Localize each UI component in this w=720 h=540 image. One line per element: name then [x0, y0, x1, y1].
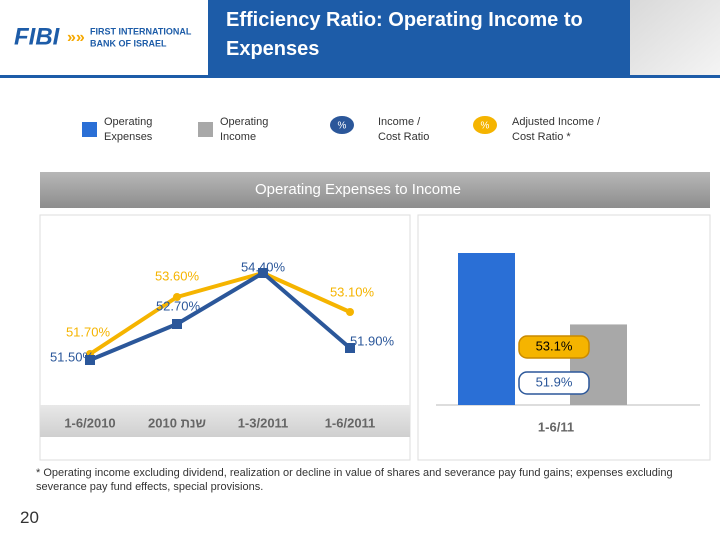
value-label: 51.70% — [66, 324, 111, 339]
marker — [85, 355, 95, 365]
title-box — [208, 0, 630, 75]
value-label: 51.90% — [350, 333, 395, 348]
legend-marker-label: % — [481, 121, 490, 132]
marker — [345, 343, 355, 353]
bar — [458, 253, 515, 405]
header-photo — [630, 0, 720, 75]
legend-swatch — [82, 122, 97, 137]
logo-chevrons: »» — [67, 29, 85, 46]
value-label: 51.50% — [50, 349, 95, 364]
section-title: Operating Expenses to Income — [255, 181, 461, 198]
marker — [172, 319, 182, 329]
legend-label: Income / Cost Ratio — [378, 116, 429, 143]
line — [89, 271, 352, 362]
value-label: 53.60% — [155, 268, 200, 283]
logo-line: BANK OF ISRAEL — [90, 38, 167, 48]
legend-label: Operating Income — [220, 116, 268, 143]
x-tick-label: 1-6/2011 — [325, 415, 376, 430]
logo-line: FIRST INTERNATIONAL — [90, 26, 192, 36]
page-number: 20 — [20, 508, 39, 527]
legend-marker — [330, 116, 354, 134]
line — [88, 271, 351, 356]
legend-label: Operating Expenses — [104, 116, 153, 143]
slide-title: Efficiency Ratio: Operating Income to Ex… — [226, 9, 583, 60]
annotation: 51.9% — [536, 374, 573, 389]
footnote: * Operating income excluding dividend, r… — [36, 467, 673, 493]
x-tick-label: 1-3/2011 — [238, 415, 289, 430]
legend-label: Adjusted Income / Cost Ratio * — [512, 116, 601, 143]
x-tick-label: 2010 שנת — [148, 415, 206, 430]
legend-swatch — [198, 122, 213, 137]
annotation: 53.1% — [536, 338, 573, 353]
marker — [346, 308, 354, 316]
value-label: 54.40% — [241, 259, 286, 274]
marker — [173, 293, 181, 301]
marker — [258, 268, 268, 278]
legend-marker-label: % — [338, 121, 347, 132]
x-tick-label: 1-6/2010 — [64, 415, 115, 430]
x-tick-label: 1-6/11 — [538, 419, 574, 434]
left-floor — [40, 405, 410, 437]
header-rule — [0, 75, 720, 78]
logo-mark: FIBI — [14, 23, 61, 50]
legend-marker — [473, 116, 497, 134]
value-label: 53.10% — [330, 284, 375, 299]
annotation-box — [518, 371, 590, 395]
section-banner — [40, 172, 710, 208]
annotation-box — [518, 335, 590, 359]
value-label: 52.70% — [156, 298, 201, 313]
